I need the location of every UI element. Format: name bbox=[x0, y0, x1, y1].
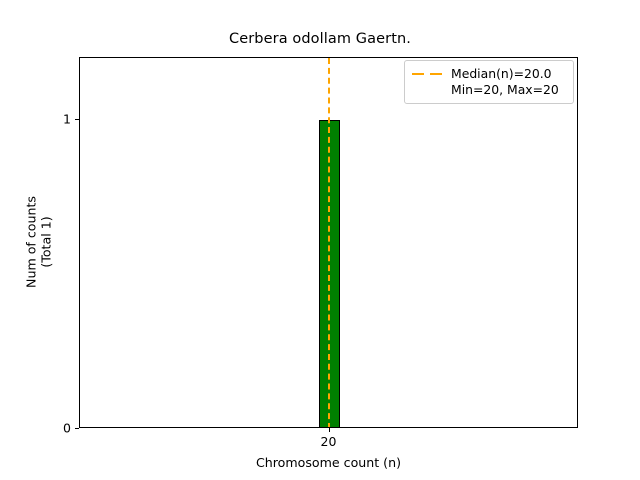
y-tick-mark bbox=[75, 118, 79, 120]
x-axis-label: Chromosome count (n) bbox=[256, 455, 401, 470]
dashed-line-icon bbox=[412, 68, 444, 80]
x-tick-mark bbox=[328, 428, 330, 432]
legend-item-median: Median(n)=20.0 bbox=[412, 66, 566, 82]
legend-item-label: Median(n)=20.0 bbox=[451, 66, 552, 81]
y-axis-label: Num of counts (Total 1) bbox=[24, 196, 55, 288]
y-axis-label-wrap: Num of counts (Total 1) bbox=[21, 0, 57, 480]
y-tick-mark bbox=[75, 428, 79, 429]
legend: Median(n)=20.0 Min=20, Max=20 bbox=[404, 60, 574, 105]
legend-item-sublabel: Min=20, Max=20 bbox=[451, 81, 559, 97]
y-tick-label: 1 bbox=[63, 111, 71, 127]
plot-area bbox=[79, 57, 578, 428]
y-axis-label-line2: (Total 1) bbox=[39, 216, 54, 268]
page-title: Cerbera odollam Gaertn. bbox=[229, 31, 411, 47]
y-axis-label-line1: Num of counts bbox=[23, 196, 39, 288]
x-tick-label: 20 bbox=[320, 434, 337, 449]
median-line bbox=[328, 58, 331, 427]
y-tick-label: 0 bbox=[63, 420, 71, 436]
